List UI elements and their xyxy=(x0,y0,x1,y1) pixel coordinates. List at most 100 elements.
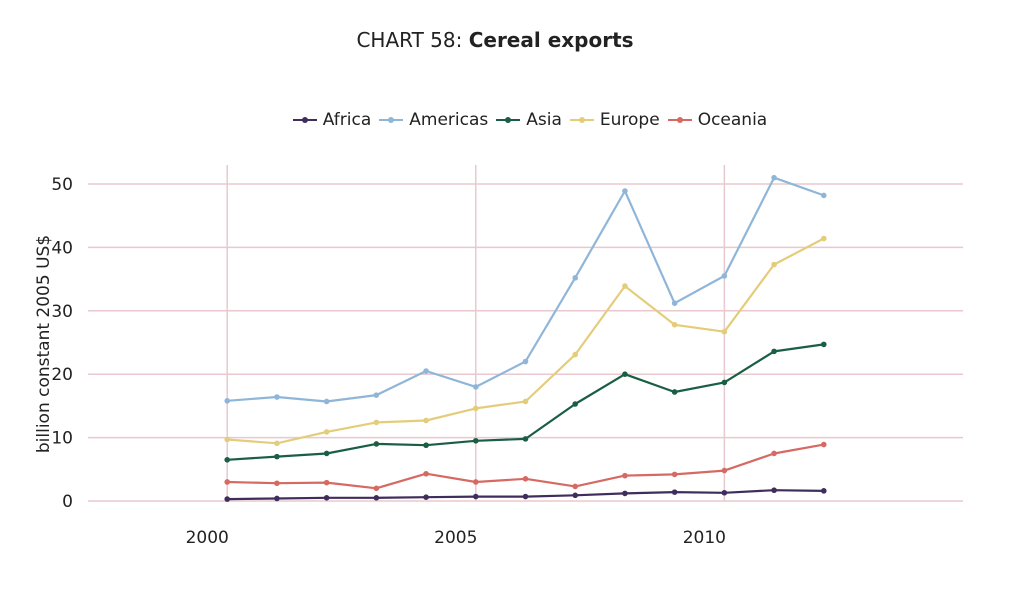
data-point-oceania xyxy=(423,470,429,477)
data-point-oceania xyxy=(820,441,827,448)
data-point-europe xyxy=(572,351,579,358)
data-point-africa xyxy=(423,494,429,500)
legend-swatch-asia xyxy=(496,114,521,126)
data-point-africa xyxy=(323,495,330,501)
data-point-oceania xyxy=(572,483,579,490)
x-tick-label: 2010 xyxy=(683,528,726,548)
y-tick-label: 10 xyxy=(51,429,73,449)
data-point-americas xyxy=(274,394,280,400)
data-point-oceania xyxy=(622,472,628,479)
legend-label-europe: Europe xyxy=(599,110,660,130)
data-point-asia xyxy=(373,441,380,447)
data-point-africa xyxy=(820,488,827,494)
data-point-africa xyxy=(721,489,728,496)
data-point-americas xyxy=(373,392,380,398)
data-point-africa xyxy=(771,487,777,494)
legend-item-europe: Europe xyxy=(569,110,660,130)
y-axis-title: billion constant 2005 US$ xyxy=(34,235,54,453)
legend-item-americas: Americas xyxy=(379,110,488,130)
y-tick-labels: 0 10 20 30 40 50 xyxy=(51,175,73,512)
data-point-oceania xyxy=(771,450,777,457)
data-point-asia xyxy=(671,389,678,395)
data-point-americas xyxy=(323,398,330,405)
data-point-oceania xyxy=(274,480,280,487)
data-point-oceania xyxy=(373,485,380,492)
data-point-europe xyxy=(771,261,777,268)
data-point-americas xyxy=(671,300,678,307)
data-point-africa xyxy=(572,492,579,499)
y-tick-label: 30 xyxy=(51,302,73,322)
data-point-africa xyxy=(671,489,678,495)
data-point-europe xyxy=(472,405,479,412)
y-tick-label: 50 xyxy=(51,175,73,195)
data-point-americas xyxy=(771,174,777,181)
legend-swatch-americas xyxy=(379,114,404,126)
data-point-europe xyxy=(224,436,231,443)
data-point-africa xyxy=(622,490,628,497)
x-tick-label: 2000 xyxy=(186,528,229,548)
series-line-europe xyxy=(227,237,825,445)
legend-label-africa: Africa xyxy=(322,110,372,130)
data-point-oceania xyxy=(671,471,678,478)
series-africa xyxy=(224,487,827,502)
y-tick-label: 20 xyxy=(51,365,73,385)
data-point-asia xyxy=(224,456,231,463)
chart-legend: Africa Americas Asia Europe Oceania xyxy=(0,110,1020,130)
chart-grid xyxy=(88,165,963,502)
data-point-americas xyxy=(522,358,529,365)
data-point-oceania xyxy=(323,479,330,486)
legend-label-americas: Americas xyxy=(409,110,489,130)
data-point-asia xyxy=(522,436,529,442)
data-point-oceania xyxy=(721,467,728,474)
data-point-asia xyxy=(423,442,429,449)
data-point-americas xyxy=(820,192,827,199)
data-point-asia xyxy=(274,453,280,460)
series-asia xyxy=(224,341,827,463)
data-point-oceania xyxy=(472,479,479,485)
data-point-americas xyxy=(472,384,479,390)
legend-swatch-oceania xyxy=(667,114,692,126)
data-point-europe xyxy=(323,429,330,435)
legend-label-oceania: Oceania xyxy=(697,110,768,130)
data-point-americas xyxy=(721,273,728,279)
data-point-oceania xyxy=(224,479,231,485)
data-point-americas xyxy=(572,275,579,281)
data-point-europe xyxy=(373,419,380,426)
chart-title-prefix: CHART 58: xyxy=(356,28,469,52)
data-point-asia xyxy=(572,401,579,407)
data-point-asia xyxy=(472,437,479,444)
data-point-europe xyxy=(423,417,429,424)
data-point-americas xyxy=(622,188,628,194)
y-tick-label: 40 xyxy=(51,238,73,258)
legend-item-oceania: Oceania xyxy=(667,110,768,130)
data-point-europe xyxy=(274,440,280,447)
chart-series xyxy=(224,174,827,502)
data-point-asia xyxy=(721,379,728,386)
data-point-europe xyxy=(820,235,827,242)
legend-swatch-europe xyxy=(569,114,594,126)
data-point-americas xyxy=(224,398,231,404)
data-point-africa xyxy=(274,495,280,502)
series-line-oceania xyxy=(227,443,824,490)
series-americas xyxy=(224,174,827,405)
x-tick-label: 2005 xyxy=(434,528,477,548)
data-point-europe xyxy=(622,283,628,289)
x-tick-labels: 2000 2005 2010 xyxy=(186,528,726,548)
data-point-asia xyxy=(820,341,827,348)
data-point-americas xyxy=(423,368,429,374)
legend-swatch-africa xyxy=(292,114,317,126)
data-point-asia xyxy=(323,450,330,457)
data-point-europe xyxy=(671,321,678,328)
data-point-asia xyxy=(622,371,628,378)
legend-label-asia: Asia xyxy=(526,110,562,130)
data-point-europe xyxy=(522,398,529,405)
chart-title-bold: Cereal exports xyxy=(468,28,634,52)
data-point-oceania xyxy=(522,476,529,482)
y-tick-label: 0 xyxy=(62,492,73,512)
data-point-asia xyxy=(771,348,777,355)
data-point-africa xyxy=(472,493,479,500)
chart-title: CHART 58: Cereal exports xyxy=(0,28,990,52)
data-point-africa xyxy=(522,493,529,500)
data-point-europe xyxy=(721,328,728,335)
